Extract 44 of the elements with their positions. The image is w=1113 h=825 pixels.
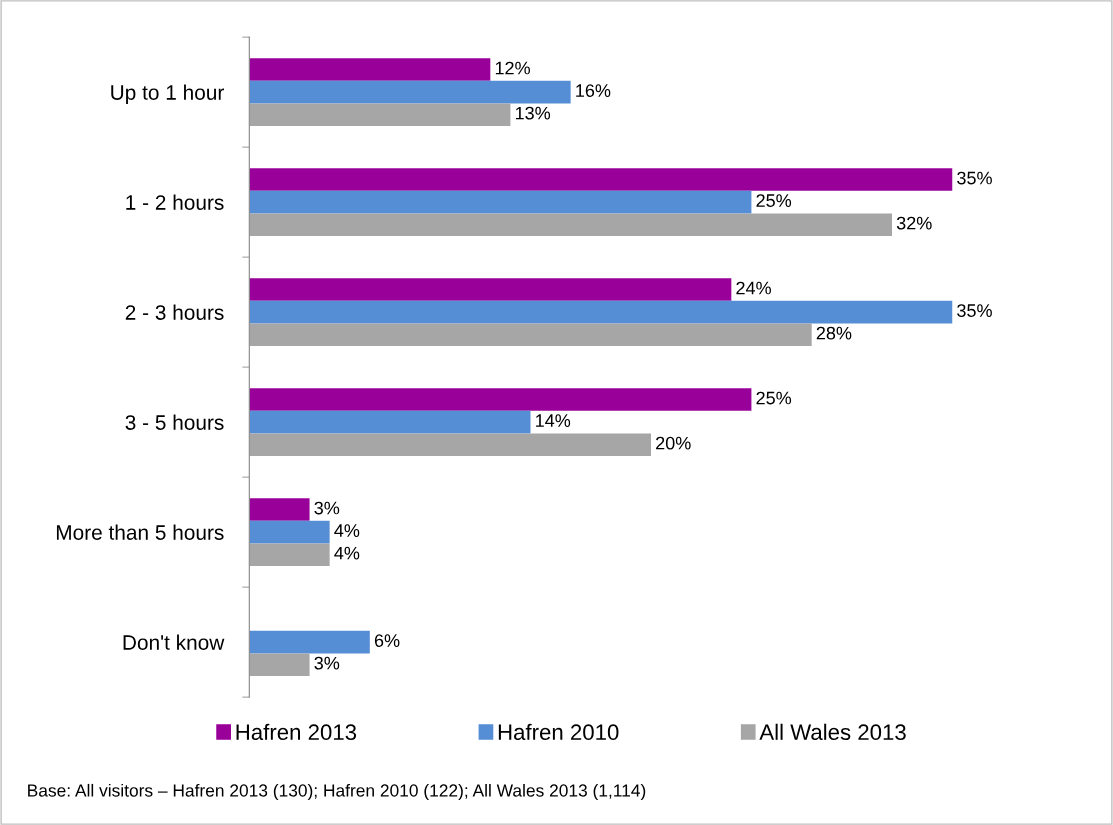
data-label: 12% <box>495 61 530 75</box>
y-tick-label: Up to 1 hour <box>111 84 224 104</box>
bar <box>249 388 752 411</box>
y-tick-label: 2 - 3 hours <box>125 304 224 320</box>
data-label: 35% <box>957 171 992 185</box>
legend-label: All Wales 2013 <box>759 723 906 741</box>
data-label: 3% <box>314 656 340 670</box>
data-label: 20% <box>656 436 691 450</box>
bar <box>249 80 571 104</box>
y-tick-label: 3 - 5 hours <box>125 414 224 430</box>
bar <box>249 190 752 214</box>
data-label: 14% <box>536 414 571 427</box>
y-tick-label: Don't know <box>123 634 225 650</box>
legend-label: Hafren 2010 <box>498 723 619 741</box>
bar <box>249 168 953 191</box>
data-label: 28% <box>816 326 852 340</box>
bar <box>249 543 330 566</box>
bar <box>249 58 491 81</box>
data-label: 24% <box>736 281 771 295</box>
bar <box>249 433 651 456</box>
legend-label: Hafren 2013 <box>236 723 357 741</box>
data-label: 32% <box>896 216 932 230</box>
bar <box>249 213 893 236</box>
bar <box>249 653 310 676</box>
data-label: 25% <box>756 194 792 207</box>
bar <box>249 278 732 301</box>
y-tick-label: More than 5 hours <box>56 524 224 540</box>
data-label: 16% <box>576 84 611 97</box>
bar <box>249 410 531 434</box>
y-tick-label: 1 - 2 hours <box>126 194 224 210</box>
bar <box>249 498 310 521</box>
data-label: 25% <box>756 391 792 405</box>
data-label: 3% <box>314 501 340 515</box>
bar <box>249 520 330 544</box>
data-label: 4% <box>334 524 360 537</box>
data-label: 13% <box>515 106 551 120</box>
data-label: 6% <box>374 634 400 647</box>
bar <box>249 630 370 654</box>
bar <box>249 323 812 346</box>
data-label: 4% <box>334 546 360 560</box>
bar <box>249 103 511 126</box>
data-label: 35% <box>957 304 992 317</box>
text: Base: All visitors – Hafren 2013 (130); Hafren 2010 (122); All Wales 2013 (1,114) <box>28 783 646 801</box>
bar <box>249 300 953 324</box>
